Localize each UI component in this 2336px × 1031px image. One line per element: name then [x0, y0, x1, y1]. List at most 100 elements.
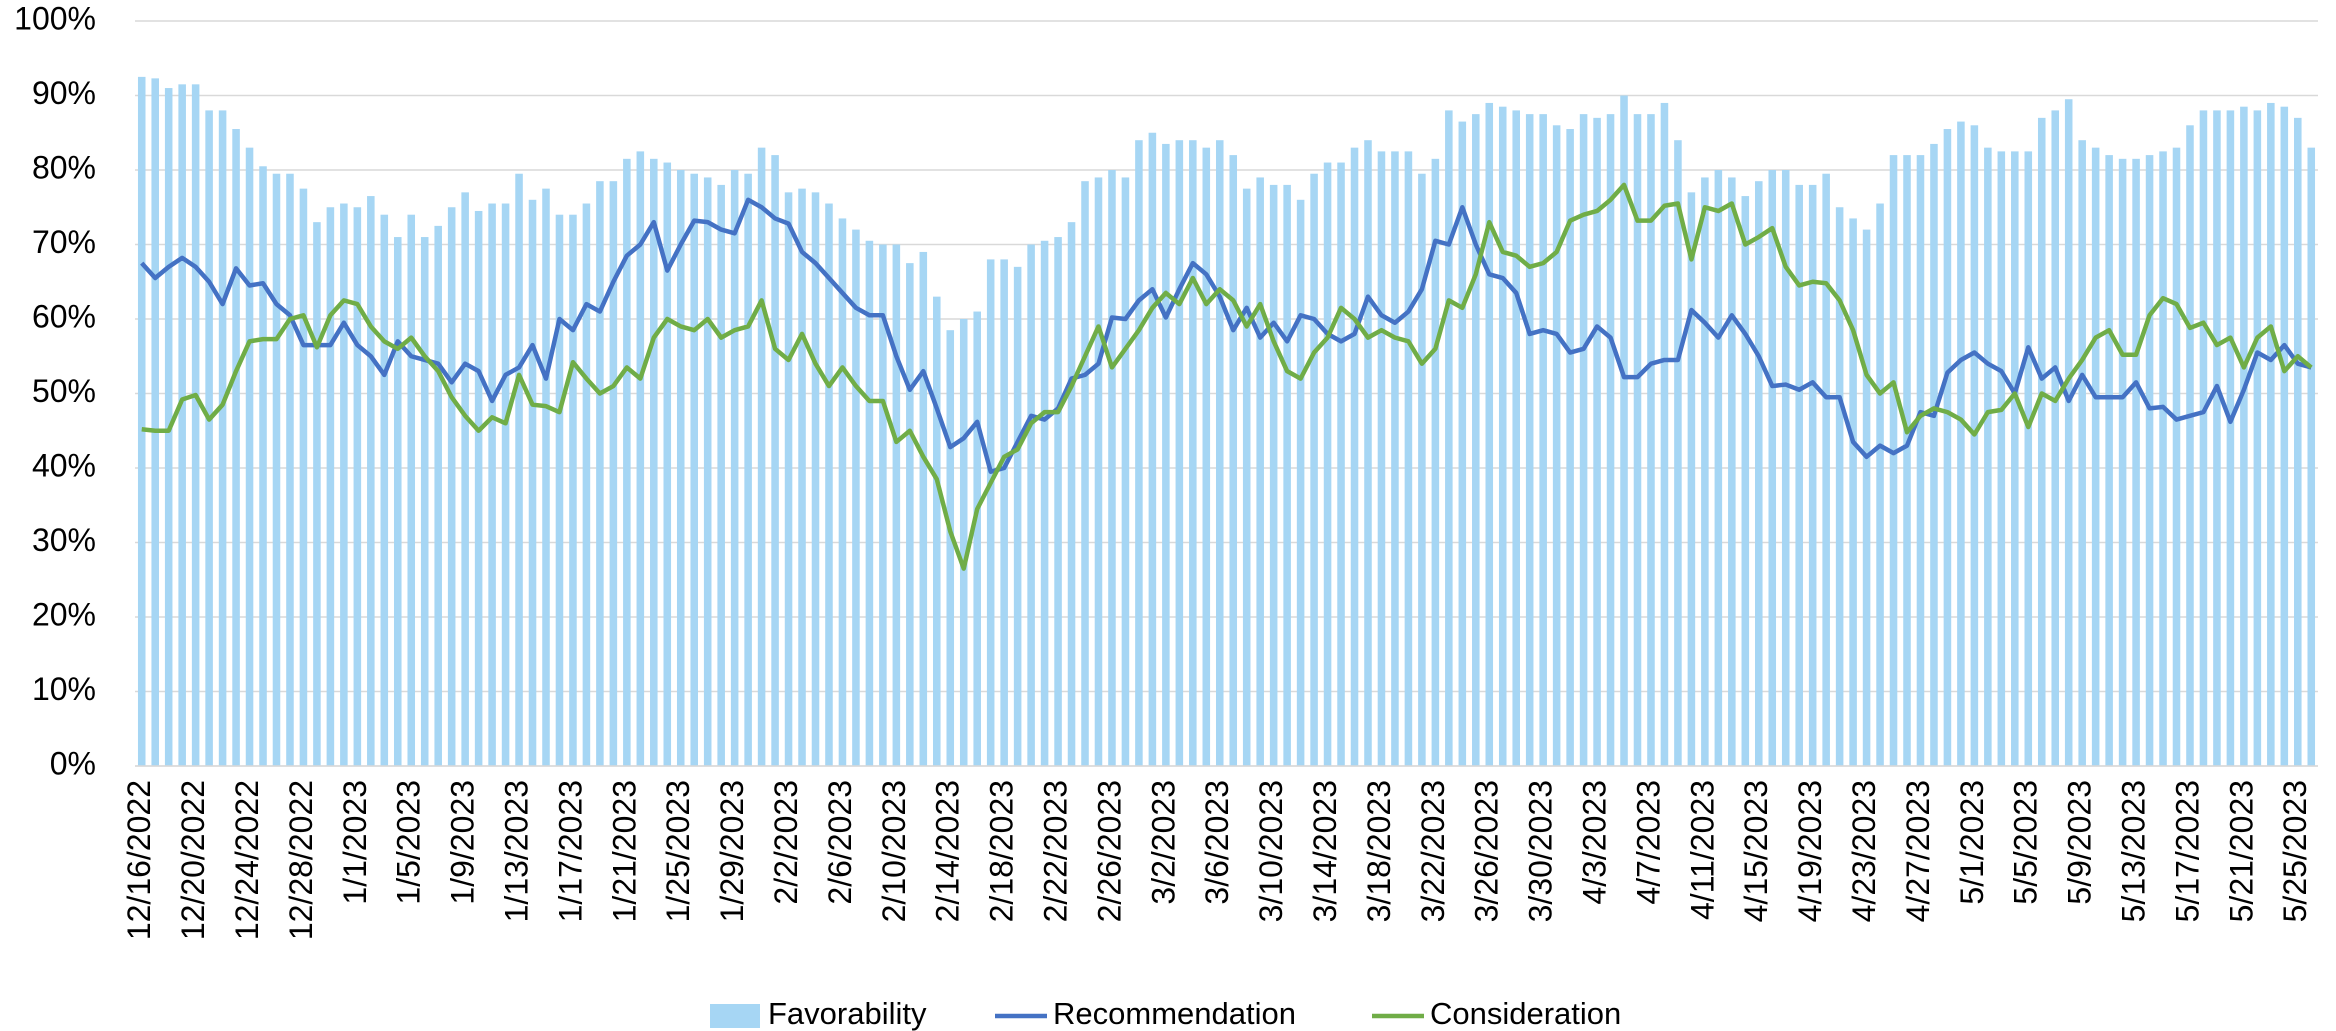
bar — [784, 192, 793, 767]
bar — [1458, 121, 1467, 766]
bar — [1445, 110, 1453, 766]
bar — [1687, 192, 1696, 767]
bar — [879, 244, 887, 766]
bar — [1768, 170, 1777, 766]
bar — [1984, 147, 1992, 766]
bar — [1108, 170, 1116, 766]
bar — [1795, 184, 1803, 766]
bar — [1633, 114, 1642, 766]
bar — [906, 263, 914, 766]
x-tick-label: 12/24/2022 — [229, 780, 265, 940]
y-tick-label: 100% — [14, 0, 96, 36]
bar — [1997, 151, 2006, 766]
bar — [1552, 125, 1561, 767]
bar — [811, 192, 820, 767]
bar — [1472, 114, 1480, 766]
bar — [2172, 147, 2181, 766]
bar — [892, 244, 901, 766]
bar — [2267, 102, 2275, 766]
x-tick-label: 3/14/2023 — [1307, 780, 1343, 922]
bar — [434, 225, 442, 766]
bar — [1283, 184, 1291, 766]
bar — [1013, 266, 1022, 766]
bar — [676, 170, 685, 766]
bar — [1242, 188, 1251, 766]
bar — [1943, 129, 1952, 766]
x-tick-label: 5/25/2023 — [2277, 780, 2313, 922]
bar — [1391, 151, 1399, 766]
bar — [1714, 170, 1723, 766]
bar — [528, 199, 537, 767]
bar — [1835, 207, 1844, 766]
bar — [474, 210, 483, 767]
x-tick-label: 1/29/2023 — [714, 780, 750, 922]
x-tick-label: 2/6/2023 — [822, 780, 858, 905]
bar — [272, 173, 281, 767]
x-tick-label: 3/10/2023 — [1253, 780, 1289, 922]
bar — [542, 188, 550, 766]
bar — [2024, 151, 2033, 766]
bar — [2091, 147, 2100, 766]
bar — [501, 203, 510, 766]
bar — [1741, 196, 1750, 766]
bar — [933, 296, 941, 766]
bar — [1728, 177, 1736, 766]
bar — [1862, 229, 1871, 767]
bar — [798, 188, 806, 766]
bar — [2118, 158, 2127, 766]
y-tick-label: 90% — [32, 75, 96, 111]
bar — [1418, 173, 1426, 767]
bar — [2240, 106, 2248, 767]
bar — [1310, 173, 1318, 767]
bar — [1215, 140, 1224, 766]
bar — [1175, 140, 1184, 766]
x-tick-label: 5/21/2023 — [2223, 780, 2259, 922]
x-tick-label: 1/5/2023 — [391, 780, 427, 905]
bar — [232, 129, 240, 766]
y-tick-label: 10% — [32, 671, 96, 707]
bar — [2294, 117, 2302, 767]
x-tick-label: 1/9/2023 — [445, 780, 481, 905]
bar — [1593, 117, 1601, 767]
bar — [663, 162, 672, 767]
bar — [2213, 110, 2221, 766]
bar — [286, 173, 294, 767]
bar — [771, 155, 779, 767]
x-tick-label: 4/15/2023 — [1738, 780, 1774, 922]
bar — [1027, 244, 1035, 766]
bar — [919, 251, 928, 766]
bar — [2280, 106, 2289, 767]
bar — [838, 218, 847, 767]
x-tick-label: 4/7/2023 — [1630, 780, 1666, 905]
bar — [2011, 151, 2019, 766]
bar — [1189, 140, 1197, 766]
x-tick-label: 4/27/2023 — [1900, 780, 1936, 922]
bar — [2253, 110, 2262, 766]
y-tick-label: 60% — [32, 298, 96, 334]
bar — [245, 147, 254, 766]
x-tick-label: 2/14/2023 — [930, 780, 966, 922]
bar — [1229, 155, 1238, 767]
bar — [367, 196, 375, 766]
bar — [2078, 140, 2086, 766]
bar — [1498, 106, 1507, 767]
bar — [852, 229, 860, 767]
bar — [1525, 114, 1534, 766]
bar — [1916, 155, 1925, 767]
x-tick-label: 3/18/2023 — [1361, 780, 1397, 922]
bar — [825, 203, 833, 766]
x-tick-label: 3/6/2023 — [1199, 780, 1235, 905]
bar — [986, 259, 995, 766]
bar — [1350, 147, 1359, 766]
bar — [555, 214, 564, 766]
x-tick-label: 4/23/2023 — [1846, 780, 1882, 922]
bar — [1121, 177, 1130, 766]
legend-swatch — [710, 1004, 760, 1028]
x-tick-label: 1/21/2023 — [606, 780, 642, 922]
y-tick-label: 80% — [32, 149, 96, 185]
x-tick-label: 2/26/2023 — [1091, 780, 1127, 922]
bar — [569, 214, 577, 766]
y-tick-label: 70% — [32, 224, 96, 260]
bar — [340, 203, 348, 766]
legend-item: Consideration — [1372, 996, 1621, 1031]
